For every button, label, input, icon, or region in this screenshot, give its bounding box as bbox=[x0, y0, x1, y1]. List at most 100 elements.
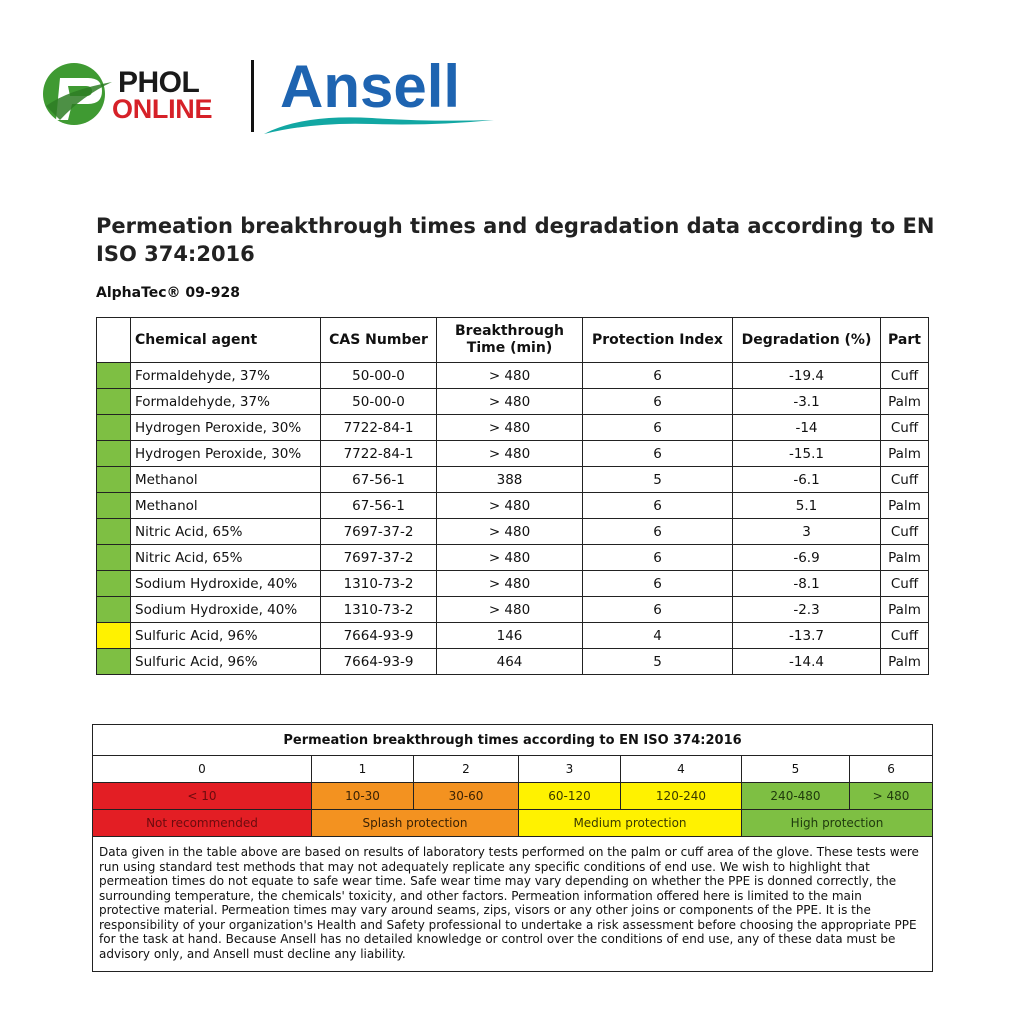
breakthrough-cell: > 480 bbox=[436, 544, 583, 571]
phol-logo-mark-icon bbox=[43, 63, 112, 125]
rating-swatch bbox=[96, 544, 131, 571]
range-6: > 480 bbox=[848, 782, 934, 810]
range-2: 30-60 bbox=[413, 782, 519, 810]
part-cell: Cuff bbox=[880, 362, 929, 389]
product-name: AlphaTec® 09-928 bbox=[96, 285, 240, 301]
degradation-cell: -14 bbox=[732, 414, 881, 441]
document-title: Permeation breakthrough times and degrad… bbox=[96, 214, 935, 266]
breakthrough-cell: > 480 bbox=[436, 518, 583, 545]
rating-swatch bbox=[96, 362, 131, 389]
degradation-cell: -6.9 bbox=[732, 544, 881, 571]
cas-cell: 7697-37-2 bbox=[320, 544, 437, 571]
chemical-cell: Methanol bbox=[130, 466, 321, 493]
level-4: 4 bbox=[620, 755, 742, 783]
range-4: 120-240 bbox=[620, 782, 742, 810]
rating-swatch bbox=[96, 596, 131, 623]
ansell-logo: Ansell bbox=[262, 52, 498, 138]
cas-cell: 7664-93-9 bbox=[320, 648, 437, 675]
protection-splash: Splash protection bbox=[311, 809, 519, 837]
cas-number-header: CAS Number bbox=[320, 317, 437, 363]
protection-cell: 6 bbox=[582, 440, 733, 467]
breakthrough-cell: > 480 bbox=[436, 362, 583, 389]
degradation-cell: -14.4 bbox=[732, 648, 881, 675]
level-5: 5 bbox=[741, 755, 850, 783]
degradation-cell: -3.1 bbox=[732, 388, 881, 415]
cas-cell: 1310-73-2 bbox=[320, 570, 437, 597]
table-row: Formaldehyde, 37% 50-00-0 > 480 6 -3.1 P… bbox=[96, 388, 929, 415]
degradation-cell: -8.1 bbox=[732, 570, 881, 597]
table-row: Hydrogen Peroxide, 30% 7722-84-1 > 480 6… bbox=[96, 440, 929, 467]
rating-swatch bbox=[96, 492, 131, 519]
table-row: Hydrogen Peroxide, 30% 7722-84-1 > 480 6… bbox=[96, 414, 929, 441]
table-row: Sulfuric Acid, 96% 7664-93-9 146 4 -13.7… bbox=[96, 622, 929, 649]
protection-high: High protection bbox=[740, 809, 934, 837]
part-cell: Palm bbox=[880, 440, 929, 467]
rating-swatch bbox=[96, 570, 131, 597]
part-cell: Cuff bbox=[880, 570, 929, 597]
legend-level-row: 0 1 2 3 4 5 6 bbox=[92, 755, 934, 783]
cas-cell: 7722-84-1 bbox=[320, 414, 437, 441]
chemical-cell: Formaldehyde, 37% bbox=[130, 362, 321, 389]
table-row: Formaldehyde, 37% 50-00-0 > 480 6 -19.4 … bbox=[96, 362, 929, 389]
chemical-cell: Methanol bbox=[130, 492, 321, 519]
ansell-wave-icon bbox=[264, 117, 494, 134]
table-row: Methanol 67-56-1 > 480 6 5.1 Palm bbox=[96, 492, 929, 519]
online-wordmark: ONLINE bbox=[112, 94, 213, 124]
rating-swatch bbox=[96, 388, 131, 415]
protection-cell: 6 bbox=[582, 596, 733, 623]
protection-cell: 5 bbox=[582, 648, 733, 675]
chemical-cell: Sulfuric Acid, 96% bbox=[130, 648, 321, 675]
table-header-row: Chemical agent CAS Number Breakthrough T… bbox=[96, 317, 929, 363]
chemical-cell: Hydrogen Peroxide, 30% bbox=[130, 440, 321, 467]
rating-swatch bbox=[96, 648, 131, 675]
degradation-cell: -15.1 bbox=[732, 440, 881, 467]
cas-cell: 67-56-1 bbox=[320, 466, 437, 493]
chemical-cell: Hydrogen Peroxide, 30% bbox=[130, 414, 321, 441]
cas-cell: 67-56-1 bbox=[320, 492, 437, 519]
chemical-cell: Nitric Acid, 65% bbox=[130, 518, 321, 545]
protection-medium: Medium protection bbox=[518, 809, 742, 837]
protection-not-recommended: Not recommended bbox=[92, 809, 312, 837]
protection-cell: 6 bbox=[582, 544, 733, 571]
protection-cell: 4 bbox=[582, 622, 733, 649]
disclaimer-text: Data given in the table above are based … bbox=[91, 836, 934, 972]
breakthrough-cell: > 480 bbox=[436, 570, 583, 597]
breakthrough-cell: > 480 bbox=[436, 388, 583, 415]
phol-online-logo: PHOL ONLINE bbox=[38, 58, 238, 128]
permeation-table: Chemical agent CAS Number Breakthrough T… bbox=[96, 317, 929, 675]
protection-index-header: Protection Index bbox=[582, 317, 733, 363]
degradation-cell: 5.1 bbox=[732, 492, 881, 519]
degradation-header: Degradation (%) bbox=[732, 317, 881, 363]
protection-cell: 6 bbox=[582, 388, 733, 415]
legend-protection-row: Not recommended Splash protection Medium… bbox=[92, 809, 934, 837]
range-5: 240-480 bbox=[741, 782, 850, 810]
part-cell: Cuff bbox=[880, 466, 929, 493]
legend-title: Permeation breakthrough times according … bbox=[91, 724, 934, 756]
breakthrough-cell: > 480 bbox=[436, 596, 583, 623]
rating-swatch bbox=[96, 414, 131, 441]
phol-wordmark: PHOL bbox=[118, 66, 200, 99]
cas-cell: 7664-93-9 bbox=[320, 622, 437, 649]
degradation-cell: -19.4 bbox=[732, 362, 881, 389]
cas-cell: 1310-73-2 bbox=[320, 596, 437, 623]
level-2: 2 bbox=[413, 755, 519, 783]
chemical-cell: Sodium Hydroxide, 40% bbox=[130, 596, 321, 623]
level-0: 0 bbox=[92, 755, 312, 783]
chemical-agent-header: Chemical agent bbox=[130, 317, 321, 363]
chemical-cell: Formaldehyde, 37% bbox=[130, 388, 321, 415]
part-cell: Palm bbox=[880, 544, 929, 571]
range-0: < 10 bbox=[92, 782, 312, 810]
breakthrough-cell: > 480 bbox=[436, 440, 583, 467]
table-row: Sulfuric Acid, 96% 7664-93-9 464 5 -14.4… bbox=[96, 648, 929, 675]
breakthrough-cell: 464 bbox=[436, 648, 583, 675]
ansell-wordmark: Ansell bbox=[280, 53, 461, 120]
degradation-cell: 3 bbox=[732, 518, 881, 545]
table-row: Nitric Acid, 65% 7697-37-2 > 480 6 3 Cuf… bbox=[96, 518, 929, 545]
rating-swatch bbox=[96, 466, 131, 493]
swatch-header bbox=[96, 317, 131, 363]
part-cell: Palm bbox=[880, 388, 929, 415]
part-cell: Cuff bbox=[880, 518, 929, 545]
cas-cell: 50-00-0 bbox=[320, 362, 437, 389]
breakthrough-cell: 146 bbox=[436, 622, 583, 649]
chemical-cell: Sodium Hydroxide, 40% bbox=[130, 570, 321, 597]
